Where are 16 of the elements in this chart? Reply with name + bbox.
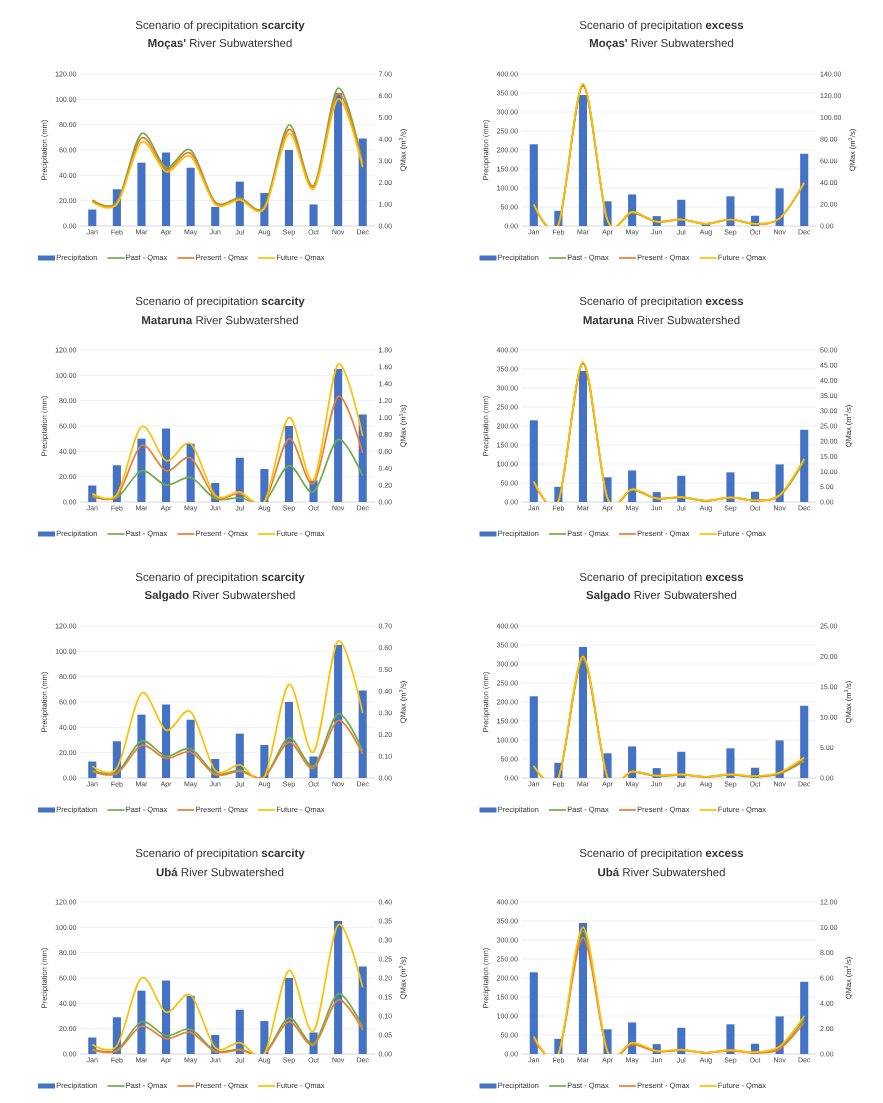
chart-subtitle: Moças' River Subwatershed	[148, 38, 292, 50]
chart-title: Scenario of precipitation scarcity	[135, 20, 305, 32]
chart-subtitle: Salgado River Subwatershed	[586, 590, 737, 602]
chart-title: Scenario of precipitation excess	[579, 20, 744, 32]
chart-title: Scenario of precipitation scarcity	[135, 572, 305, 584]
chart-title: Scenario of precipitation excess	[579, 848, 744, 860]
chart-subtitle: Mataruna River Subwatershed	[583, 315, 740, 325]
chart-subtitle: Moças' River Subwatershed	[589, 38, 734, 50]
chart-title: Scenario of precipitation scarcity	[135, 296, 305, 308]
chart-subtitle: Salgado River Subwatershed	[144, 590, 295, 602]
chart-title: Scenario of precipitation excess	[579, 572, 744, 584]
chart-title: Scenario of precipitation excess	[579, 296, 744, 308]
chart-subtitle: Ubá River Subwatershed	[156, 867, 284, 877]
chart-subtitle: Ubá River Subwatershed	[598, 867, 725, 877]
chart-subtitle: Mataruna River Subwatershed	[142, 315, 298, 325]
chart-title: Scenario of precipitation scarcity	[135, 848, 305, 860]
